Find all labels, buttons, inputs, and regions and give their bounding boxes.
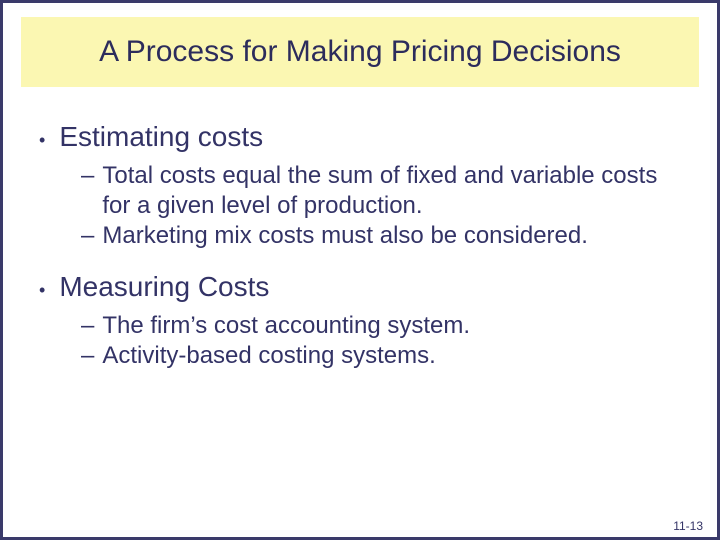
sub-bullet-text: The firm’s cost accounting system.: [102, 311, 470, 341]
bullet-text: Measuring Costs: [59, 269, 269, 304]
dash-icon: –: [81, 161, 94, 191]
bullet-text: Estimating costs: [59, 119, 263, 154]
sub-bullet-item: – The firm’s cost accounting system.: [81, 311, 691, 341]
slide-title: A Process for Making Pricing Decisions: [99, 35, 621, 70]
slide: A Process for Making Pricing Decisions •…: [0, 0, 720, 540]
page-number: 11-13: [673, 519, 703, 533]
sub-bullet-text: Marketing mix costs must also be conside…: [102, 221, 588, 251]
bullet-item: • Measuring Costs: [37, 269, 691, 305]
content-area: • Estimating costs – Total costs equal t…: [37, 115, 691, 371]
sub-bullet-item: – Activity-based costing systems.: [81, 341, 691, 371]
dash-icon: –: [81, 221, 94, 251]
dash-icon: –: [81, 341, 94, 371]
bullet-dot-icon: •: [39, 275, 45, 305]
title-band: A Process for Making Pricing Decisions: [21, 17, 699, 87]
dash-icon: –: [81, 311, 94, 341]
bullet-item: • Estimating costs: [37, 119, 691, 155]
bullet-dot-icon: •: [39, 125, 45, 155]
sub-bullet-item: – Marketing mix costs must also be consi…: [81, 221, 691, 251]
sub-bullet-item: – Total costs equal the sum of fixed and…: [81, 161, 691, 221]
spacer: [37, 251, 691, 265]
sub-bullet-text: Activity-based costing systems.: [102, 341, 435, 371]
sub-bullet-text: Total costs equal the sum of fixed and v…: [102, 161, 691, 221]
